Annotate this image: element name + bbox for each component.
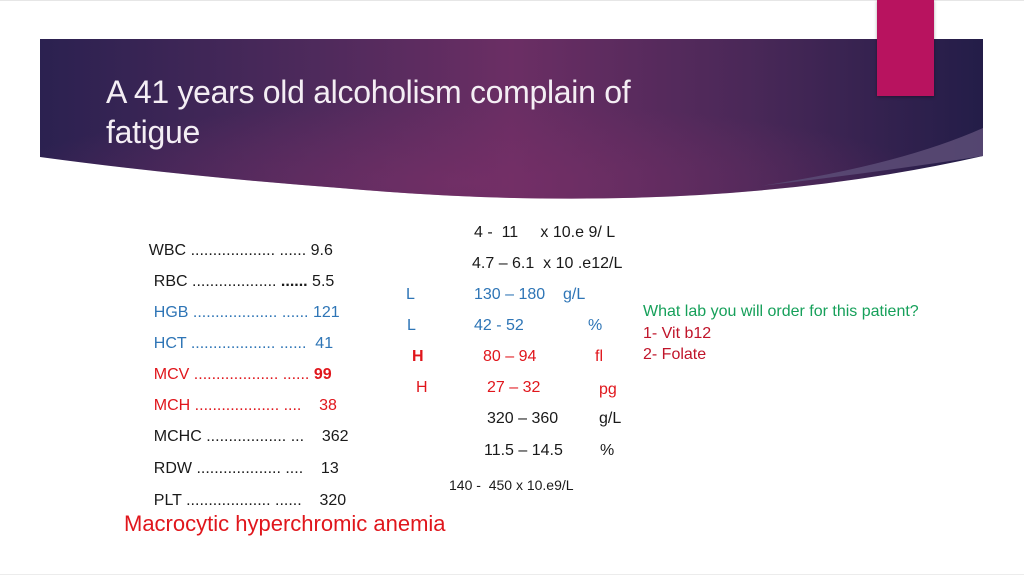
lab-dots: ................... ...... — [190, 335, 307, 352]
lab-order-question: What lab you will order for this patient… — [643, 303, 919, 320]
lab-unit: x 10.e 9/ L — [540, 224, 616, 241]
lab-range-mch: 27 – 32 — [487, 379, 541, 396]
lab-row-mch: MCH ................... .... 38 — [136, 379, 337, 433]
lab-name: MCH — [153, 397, 191, 414]
lab-name: MCHC — [153, 428, 202, 445]
lab-unit-rdw: % — [600, 442, 615, 459]
lab-value: 121 — [312, 304, 340, 321]
lab-name: WBC — [148, 242, 187, 259]
lab-ref-wbc: 4 - 11 x 10.e 9/ L — [474, 224, 615, 242]
lab-unit-mch: pg — [599, 381, 617, 398]
lab-value: 13 — [320, 460, 339, 477]
lab-dots: .................. ... — [206, 428, 305, 445]
lab-value: 362 — [321, 428, 349, 445]
lab-range-plt: 140 - 450 x 10.e9/L — [449, 477, 574, 493]
lab-ref-rbc: 4.7 – 6.1 x 10 .e12/L — [472, 255, 622, 273]
lab-name: HCT — [153, 335, 187, 352]
lab-dots: ................... ...... — [193, 366, 310, 383]
diagnosis-conclusion: Macrocytic hyperchromic anemia — [124, 511, 446, 536]
top-divider — [0, 0, 1024, 1]
slide-title: A 41 years old alcoholism complain of fa… — [106, 72, 806, 152]
bottom-divider — [0, 574, 1024, 575]
lab-unit-mchc: g/L — [599, 410, 622, 427]
lab-row-mcv: MCV ................... ...... 99 — [136, 348, 332, 402]
lab-unit-hct: % — [588, 317, 603, 334]
lab-flag-hct: L — [407, 317, 416, 334]
lab-value: 41 — [315, 335, 334, 352]
lab-value: 9.6 — [310, 242, 333, 259]
lab-ref-hgb: 130 – 180 g/L — [474, 286, 585, 304]
lab-row-hct: HCT ................... ...... 41 — [136, 317, 333, 371]
answer-item: 1- Vit b12 — [643, 325, 712, 342]
lab-name: RBC — [153, 273, 188, 290]
lab-row-wbc: WBC ................... ...... 9.6 — [131, 224, 333, 278]
lab-row-rbc: RBC ................... ...... 5.5 — [153, 273, 335, 290]
lab-range: 4 - 11 — [474, 224, 519, 241]
lab-range: 4.7 – 6.1 — [472, 255, 535, 272]
lab-range-hct: 42 - 52 — [474, 317, 524, 334]
lab-range-mcv: 80 – 94 — [483, 348, 537, 365]
side-note: What lab you will order for this patient… — [643, 300, 919, 365]
lab-row-plt: PLT ................... ...... 320 — [136, 474, 346, 528]
lab-dots: ................... .... — [196, 460, 304, 477]
lab-value: 38 — [319, 397, 337, 414]
lab-value: 5.5 — [312, 273, 335, 290]
lab-unit: x 10 .e12/L — [543, 255, 623, 272]
lab-flag-hgb: L — [406, 286, 415, 303]
title-line-1: A 41 years old alcoholism complain of — [106, 74, 631, 110]
lab-dots: ................... .... — [194, 397, 302, 414]
lab-row-rdw: RDW ................... .... 13 — [136, 442, 339, 496]
lab-unit: g/L — [562, 286, 586, 303]
lab-dots: ................... ...... — [192, 304, 309, 321]
lab-name: MCV — [153, 366, 190, 383]
lab-row-hgb: HGB ................... ...... 121 — [136, 286, 340, 340]
lab-dots: ................... ...... — [190, 242, 307, 259]
lab-dots: ................... ...... — [186, 492, 302, 509]
accent-bar — [877, 0, 934, 96]
lab-row-mchc: MCHC .................. ... 362 — [136, 410, 349, 464]
lab-range: 130 – 180 — [474, 286, 546, 303]
lab-range-mchc: 320 – 360 — [487, 410, 559, 427]
lab-value: 99 — [313, 366, 332, 383]
title-line-2: fatigue — [106, 114, 200, 150]
lab-flag-mch: H — [416, 379, 428, 396]
title-banner — [40, 39, 983, 199]
lab-unit-mcv: fl — [595, 348, 603, 365]
lab-dots: ...... — [280, 273, 308, 290]
lab-flag-mcv: H — [412, 348, 424, 365]
lab-name: HGB — [153, 304, 189, 321]
lab-name: PLT — [153, 492, 182, 509]
answer-item: 2- Folate — [643, 346, 707, 363]
lab-range-rdw: 11.5 – 14.5 — [484, 442, 563, 459]
lab-name: RDW — [153, 460, 192, 477]
lab-value: 320 — [319, 492, 347, 509]
